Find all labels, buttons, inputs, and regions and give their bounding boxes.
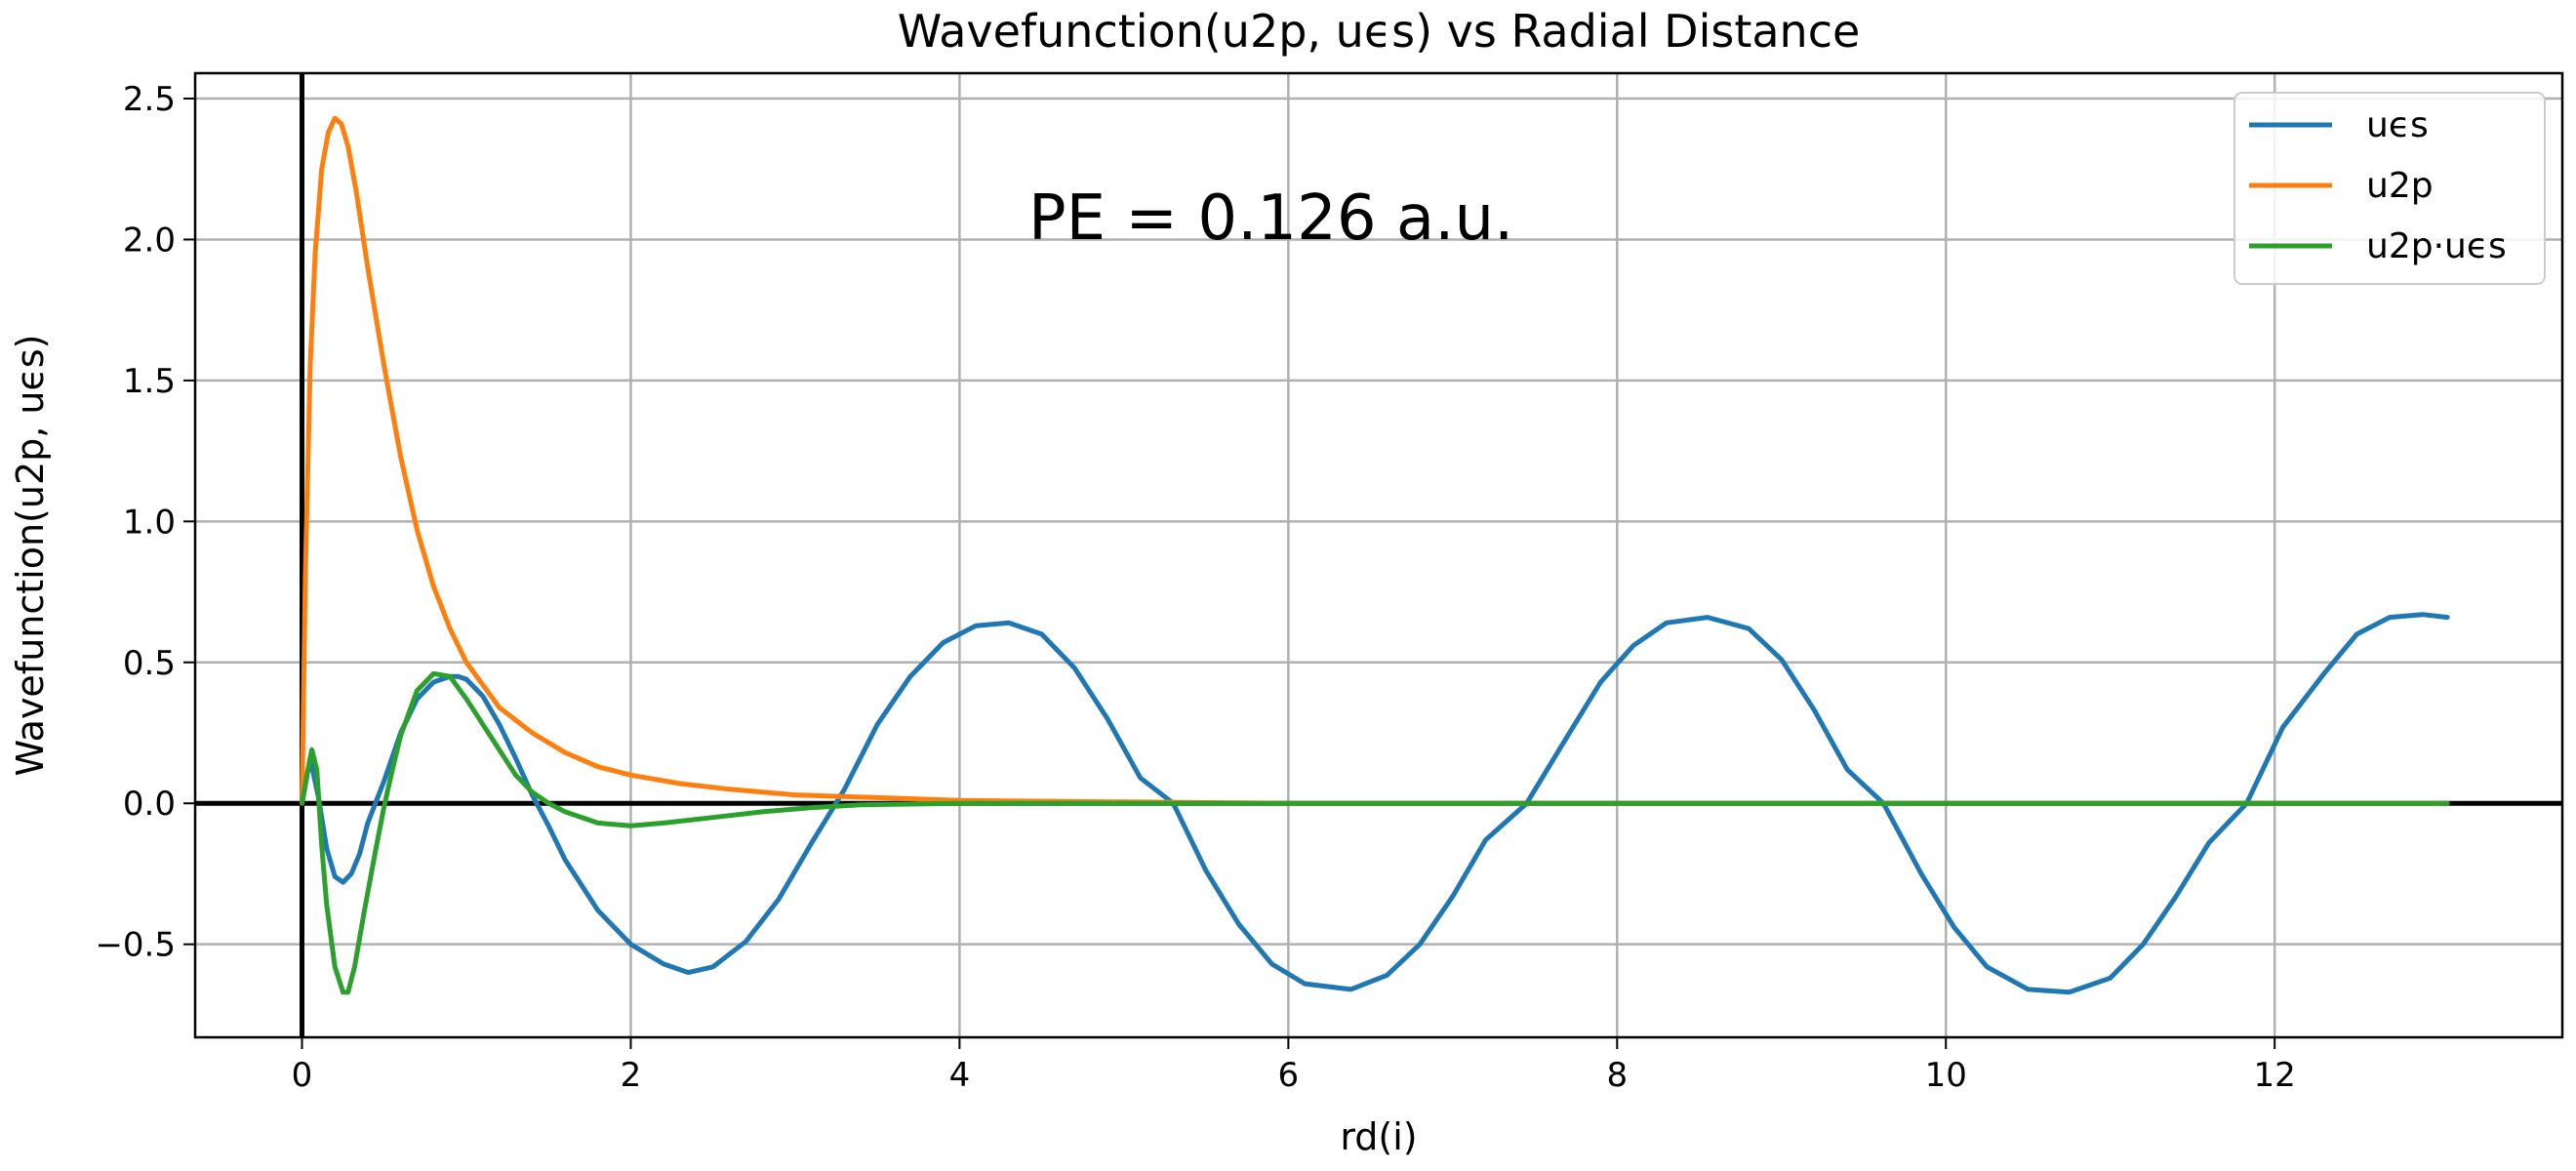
x-tick-label: 4 [949, 1056, 971, 1095]
x-tick-label: 0 [292, 1056, 313, 1095]
x-tick-label: 6 [1278, 1056, 1300, 1095]
y-axis-title: Wavefunction(u2p, uϵs) [9, 335, 52, 777]
x-tick-label: 8 [1606, 1056, 1628, 1095]
legend-label-u2p: u2p [2366, 166, 2434, 206]
chart-title: Wavefunction(u2p, uϵs) vs Radial Distanc… [898, 5, 1861, 58]
grid-lines [195, 73, 2562, 1037]
y-tick-label: 2.0 [123, 221, 176, 260]
axis-ticks: 0 2 4 6 8 10 12 −0.5 0.0 0.5 1.0 1.5 2.0 2.5 [95, 80, 2295, 1095]
series-line-u2p-ues [300, 670, 2450, 995]
series-line-u2p [300, 115, 2450, 806]
y-tick-label: 1.5 [123, 362, 176, 401]
x-axis-title: rd(i) [1340, 1115, 1417, 1158]
x-tick-label: 10 [1925, 1056, 1967, 1095]
legend-box [2234, 92, 2546, 285]
x-tick-label: 12 [2254, 1056, 2296, 1095]
y-tick-label: 1.0 [123, 503, 176, 542]
legend-label-u2p-ues: u2p·uϵs [2366, 226, 2507, 266]
series-line-ues [300, 612, 2450, 995]
plot-frame [193, 71, 2564, 1039]
y-tick-label: −0.5 [95, 926, 176, 965]
legend: uϵs u2p u2p·uϵs [2234, 92, 2546, 285]
y-tick-label: 0.5 [123, 644, 176, 683]
legend-label-ues: uϵs [2366, 105, 2429, 145]
y-tick-label: 2.5 [123, 80, 176, 119]
x-tick-label: 2 [621, 1056, 642, 1095]
series-lines [300, 115, 2450, 995]
pe-annotation: PE = 0.126 a.u. [1028, 182, 1513, 255]
y-tick-label: 0.0 [123, 785, 176, 824]
